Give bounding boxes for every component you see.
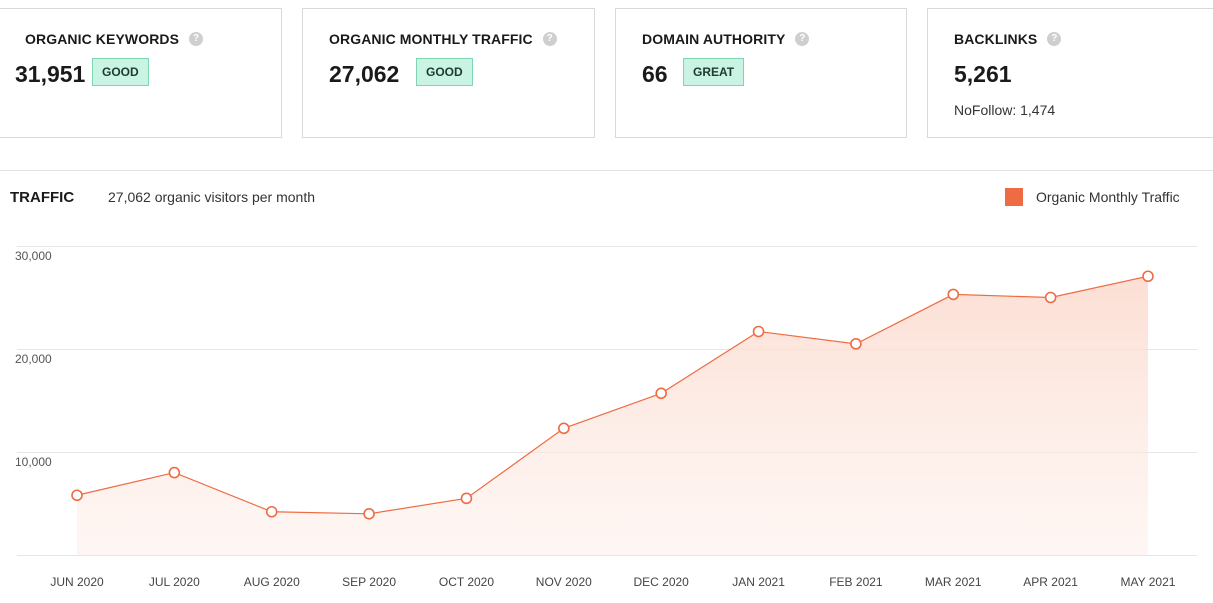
data-point <box>71 489 83 502</box>
data-point <box>363 507 375 520</box>
series-area <box>77 276 1148 555</box>
y-tick-label: 30,000 <box>15 249 52 263</box>
card-organic-monthly-traffic: ORGANIC MONTHLY TRAFFIC ? 27,062 GOOD <box>302 8 595 138</box>
data-point <box>168 466 181 479</box>
status-badge: GREAT <box>683 58 745 86</box>
card-title-text: ORGANIC MONTHLY TRAFFIC <box>329 31 533 47</box>
help-icon[interactable]: ? <box>1047 32 1062 46</box>
series-line <box>76 275 1149 515</box>
card-title: BACKLINKS ? <box>954 31 1062 47</box>
card-title-text: DOMAIN AUTHORITY <box>642 31 786 47</box>
card-value: 27,062 <box>329 61 400 87</box>
x-tick-label: JAN 2021 <box>732 575 785 589</box>
data-point <box>265 505 278 518</box>
data-point <box>850 338 862 350</box>
x-tick-label: OCT 2020 <box>439 575 494 589</box>
chart-legend[interactable]: Organic Monthly Traffic <box>1005 188 1180 206</box>
x-tick-label: JUL 2020 <box>149 575 200 589</box>
card-title: ORGANIC KEYWORDS ? <box>25 31 204 47</box>
x-tick-label: SEP 2020 <box>342 575 396 589</box>
card-backlinks: BACKLINKS ? 5,261 NoFollow: 1,474 <box>927 8 1213 138</box>
section-subtitle: 27,062 organic visitors per month <box>108 189 315 205</box>
status-badge: GOOD <box>416 58 473 86</box>
legend-label: Organic Monthly Traffic <box>1036 189 1180 205</box>
x-tick-label: NOV 2020 <box>536 575 592 589</box>
y-tick-label: 10,000 <box>15 455 52 469</box>
data-point <box>752 325 765 338</box>
status-badge: GOOD <box>92 58 149 86</box>
card-title-text: ORGANIC KEYWORDS <box>25 31 180 47</box>
card-title: ORGANIC MONTHLY TRAFFIC ? <box>329 31 557 47</box>
card-value: 66 <box>642 61 668 87</box>
x-tick-label: AUG 2020 <box>244 575 300 589</box>
data-point <box>655 387 667 400</box>
data-point <box>558 422 570 435</box>
x-tick-label: MAR 2021 <box>925 575 982 589</box>
data-point <box>947 288 960 301</box>
card-subtext: NoFollow: 1,474 <box>954 102 1056 118</box>
data-point <box>460 492 473 505</box>
section-title: TRAFFIC <box>10 189 75 206</box>
x-tick-label: FEB 2021 <box>829 575 883 589</box>
card-value: 5,261 <box>954 61 1012 87</box>
card-title: DOMAIN AUTHORITY ? <box>642 31 810 47</box>
section-divider <box>0 170 1213 171</box>
y-tick-label: 20,000 <box>15 352 52 366</box>
card-value: 31,951 <box>15 61 86 87</box>
x-tick-label: MAY 2021 <box>1121 575 1176 589</box>
card-organic-keywords: ORGANIC KEYWORDS ? 31,951 GOOD <box>0 8 282 138</box>
data-point <box>1044 291 1057 304</box>
legend-swatch <box>1005 188 1023 206</box>
help-icon[interactable]: ? <box>795 32 810 46</box>
help-icon[interactable]: ? <box>189 32 204 46</box>
x-tick-label: APR 2021 <box>1023 575 1078 589</box>
help-icon[interactable]: ? <box>542 32 557 46</box>
card-title-text: BACKLINKS <box>954 31 1038 47</box>
x-tick-label: JUN 2020 <box>50 575 104 589</box>
data-point <box>1142 270 1154 283</box>
x-tick-label: DEC 2020 <box>633 575 689 589</box>
card-domain-authority: DOMAIN AUTHORITY ? 66 GREAT <box>615 8 907 138</box>
